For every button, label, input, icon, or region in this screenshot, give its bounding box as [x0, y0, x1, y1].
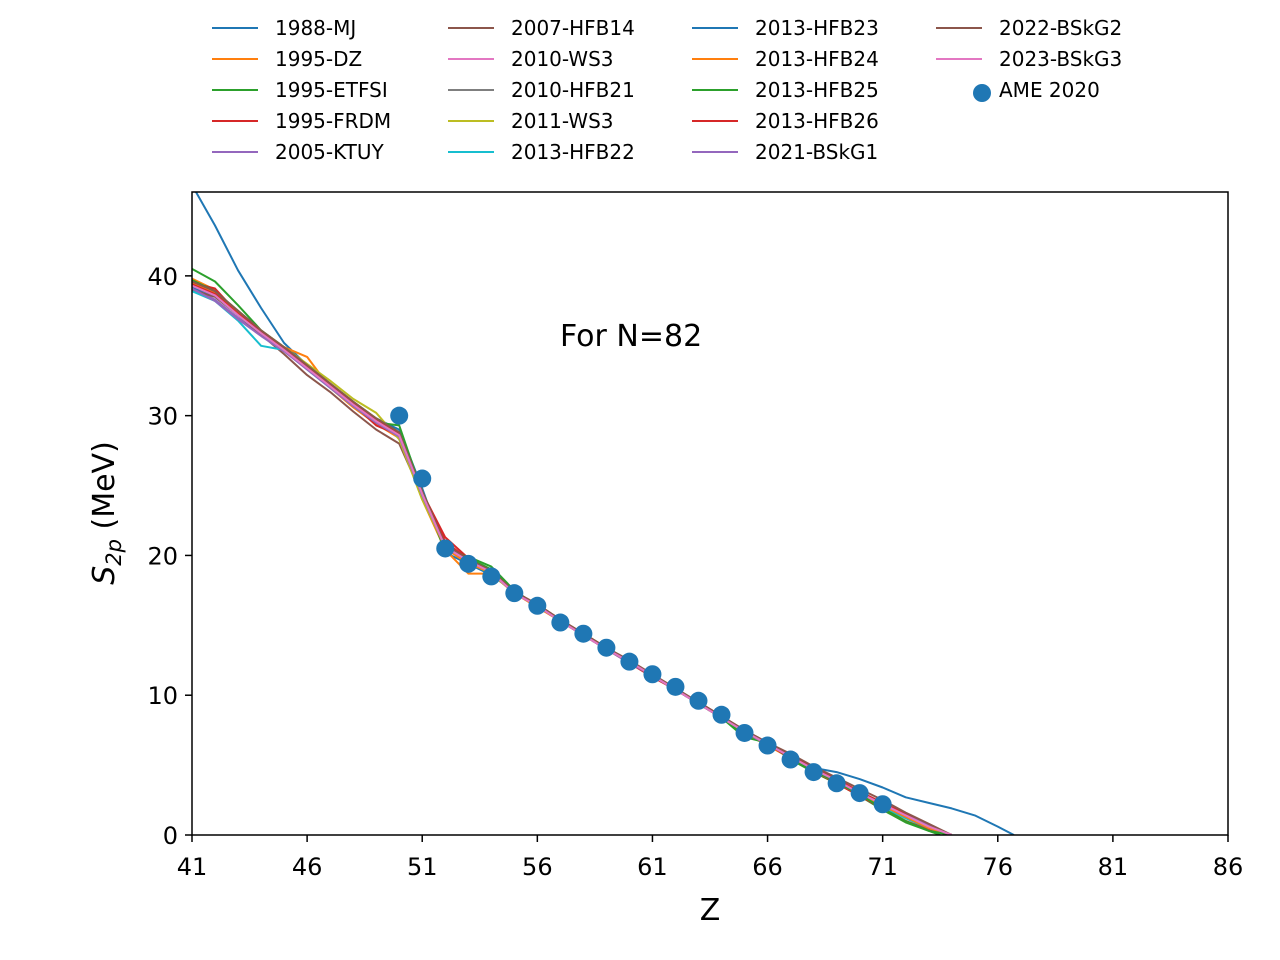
data-point	[620, 652, 639, 671]
data-point	[574, 624, 593, 643]
y-tick-label: 10	[147, 682, 178, 710]
data-point	[436, 539, 455, 558]
data-point	[666, 677, 685, 696]
data-point	[712, 705, 731, 724]
x-tick-label: 76	[983, 853, 1014, 881]
legend-label: 2013-HFB23	[755, 16, 879, 40]
data-point	[413, 469, 432, 488]
x-tick-label: 71	[867, 853, 898, 881]
x-axis: 41 46 51 56 61 66 71 76 81 86	[177, 835, 1244, 881]
series-lines	[192, 192, 1015, 835]
y-axis: 0 10 20 30 40	[147, 263, 192, 850]
legend: 1988-MJ 1995-DZ 1995-ETFSI 1995-FRDM 2005-KT…	[212, 16, 1122, 164]
series-line-14	[192, 287, 953, 835]
data-point	[482, 567, 501, 586]
legend-label: 2013-HFB24	[755, 47, 879, 71]
legend-label: 1995-DZ	[275, 47, 362, 71]
data-point	[390, 406, 409, 425]
legend-label: 1995-FRDM	[275, 109, 391, 133]
legend-label: 1995-ETFSI	[275, 78, 388, 102]
legend-label: 2013-HFB25	[755, 78, 879, 102]
legend-label: 2013-HFB22	[511, 140, 635, 164]
x-tick-label: 51	[407, 853, 438, 881]
x-tick-label: 66	[752, 853, 783, 881]
data-point	[551, 613, 570, 632]
series-line-16	[192, 284, 953, 835]
legend-label: 2023-BSkG3	[999, 47, 1122, 71]
data-point	[781, 750, 800, 769]
data-point	[758, 736, 777, 755]
y-tick-label: 0	[163, 822, 178, 850]
series-line-0	[194, 192, 1015, 835]
x-tick-label: 46	[292, 853, 323, 881]
x-axis-label: Z	[700, 893, 721, 928]
data-point	[827, 774, 846, 793]
series-line-5	[192, 288, 953, 835]
plot-frame	[191, 191, 1229, 836]
y-tick-label: 30	[147, 403, 178, 431]
series-line-15	[192, 280, 953, 835]
data-point	[459, 554, 478, 573]
data-point	[643, 665, 662, 684]
x-tick-label: 61	[637, 853, 668, 881]
annotation: For N=82	[560, 319, 702, 354]
data-point	[873, 795, 892, 814]
legend-label: AME 2020	[999, 78, 1100, 102]
data-point	[528, 596, 547, 615]
x-tick-label: 81	[1098, 853, 1129, 881]
data-point	[597, 638, 616, 657]
y-axis-label: S2p (MeV)	[87, 441, 126, 585]
legend-label: 2022-BSkG2	[999, 16, 1122, 40]
data-point	[804, 763, 823, 782]
y-tick-label: 20	[147, 542, 178, 570]
data-point	[850, 784, 869, 803]
scatter-points	[390, 406, 892, 814]
legend-label: 2013-HFB26	[755, 109, 879, 133]
x-tick-label: 41	[177, 853, 208, 881]
y-tick-label: 40	[147, 263, 178, 291]
x-tick-label: 56	[522, 853, 553, 881]
data-point	[689, 691, 708, 710]
legend-label: 2021-BSkG1	[755, 140, 878, 164]
legend-label: 1988-MJ	[275, 16, 356, 40]
legend-label: 2010-WS3	[511, 47, 614, 71]
data-point	[735, 723, 754, 742]
legend-label: 2007-HFB14	[511, 16, 635, 40]
data-point	[505, 584, 524, 603]
x-tick-label: 86	[1213, 853, 1244, 881]
legend-label: 2011-WS3	[511, 109, 614, 133]
legend-label: 2010-HFB21	[511, 78, 635, 102]
legend-swatch	[973, 84, 991, 102]
legend-label: 2005-KTUY	[275, 140, 385, 164]
